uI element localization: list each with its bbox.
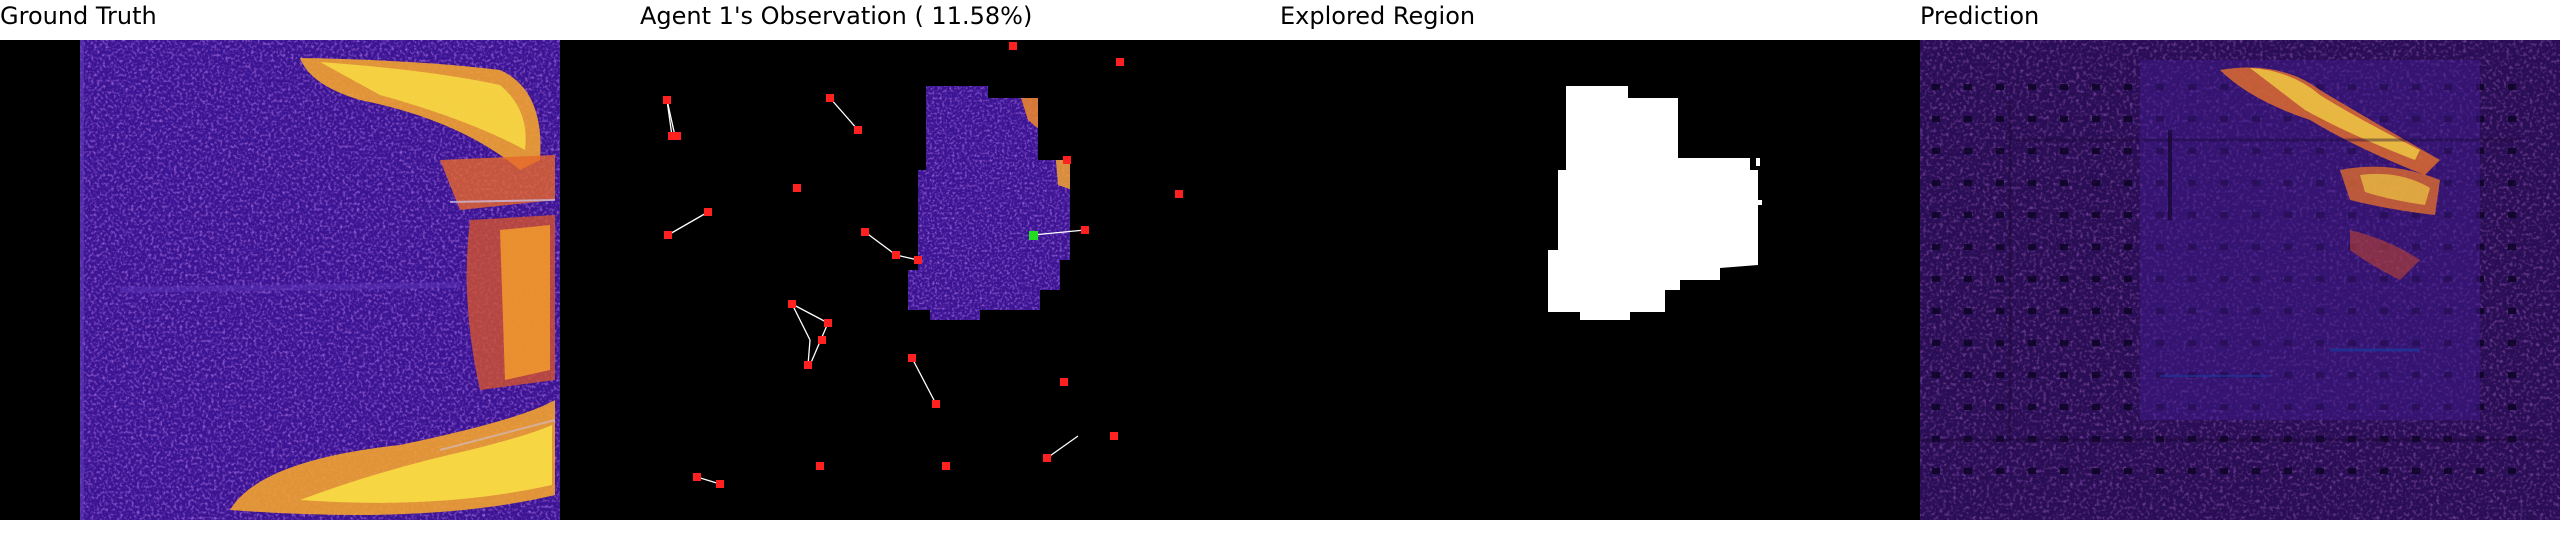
observation-panel — [640, 40, 1280, 520]
explored-area — [1548, 86, 1758, 320]
agent-markers — [663, 42, 1183, 488]
ground-truth-heatmap — [0, 40, 640, 520]
prediction-title: Prediction — [1920, 2, 2040, 30]
current-agent-marker — [1029, 231, 1038, 240]
ground-truth-panel — [0, 40, 640, 520]
ground-truth-title: Ground Truth — [0, 2, 157, 30]
prediction-heatmap — [1920, 40, 2560, 520]
observation-title: Agent 1's Observation ( 11.58%) — [640, 2, 1033, 30]
prediction-panel — [1920, 40, 2560, 520]
observation-map — [640, 40, 1280, 520]
explored-region-panel — [1280, 40, 1920, 520]
explored-region-title: Explored Region — [1280, 2, 1476, 30]
explored-region-mask — [1280, 40, 1920, 520]
